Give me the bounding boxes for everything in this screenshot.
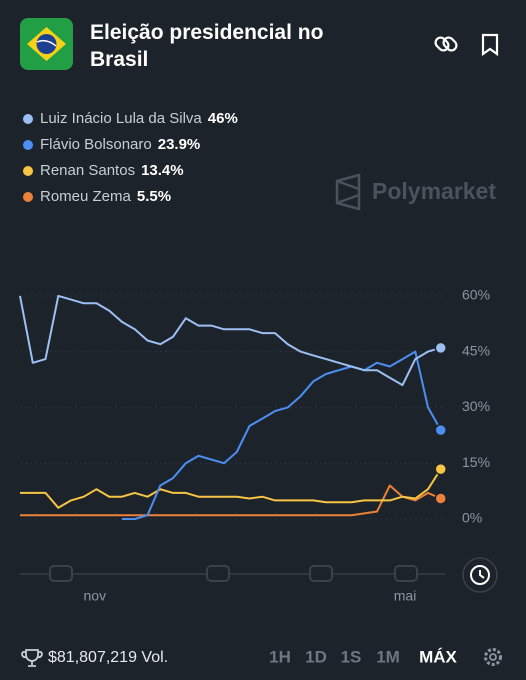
trophy-icon (21, 649, 43, 667)
clock-button[interactable] (462, 557, 498, 593)
legend-dot (23, 140, 33, 150)
watermark-logo (335, 173, 361, 211)
bookmark-icon[interactable] (481, 33, 499, 57)
timeline-handle (49, 565, 73, 582)
series-line (19, 294, 442, 387)
range-button[interactable]: 1S (341, 647, 362, 666)
legend-entry: Flávio Bolsonaro 23.9% (40, 136, 200, 153)
series-line (20, 484, 442, 517)
y-tick-label: 30% (462, 398, 490, 414)
legend-dot (23, 192, 33, 202)
watermark: Polymarket (372, 178, 496, 204)
end-dot (434, 423, 447, 437)
legend-value: 46% (208, 110, 238, 127)
legend-value: 23.9% (158, 136, 201, 153)
timeline-handle (206, 565, 230, 582)
y-tick-label: 15% (462, 454, 490, 470)
legend-dot (23, 114, 33, 124)
end-dot (434, 492, 447, 505)
y-tick-label: 60% (462, 287, 490, 303)
legend-name: Renan Santos (40, 162, 135, 179)
legend-name: Romeu Zema (40, 188, 132, 205)
legend-dot (23, 166, 33, 176)
flag (20, 18, 73, 70)
timeline-handle (394, 565, 418, 582)
legend-entry: Luiz Inácio Lula da Silva 46% (40, 110, 238, 127)
legend-entry: Romeu Zema 5.5% (40, 188, 171, 205)
range-button[interactable]: 1H (269, 647, 291, 666)
range-button[interactable]: 1M (376, 647, 400, 666)
settings-icon[interactable] (484, 648, 502, 666)
legend-entry: Renan Santos 13.4% (40, 162, 184, 179)
market-title: Eleição presidencial no Brasil (90, 21, 324, 71)
series-line (20, 468, 442, 509)
y-tick-label: 0% (462, 510, 482, 526)
x-tick-label: nov (84, 588, 107, 604)
range-button[interactable]: MÁX (419, 647, 457, 666)
link-icon[interactable] (434, 36, 459, 53)
y-tick-label: 45% (462, 342, 490, 358)
end-dot (434, 462, 447, 476)
series-line (122, 350, 442, 520)
end-dot (434, 341, 447, 355)
volume: $81,807,219 Vol. (48, 649, 168, 666)
range-button[interactable]: 1D (305, 647, 327, 666)
legend-name: Flávio Bolsonaro (40, 136, 152, 153)
legend-value: 5.5% (137, 188, 171, 205)
legend-name: Luiz Inácio Lula da Silva (40, 110, 202, 127)
timeline-handle (309, 565, 333, 582)
legend-value: 13.4% (141, 162, 184, 179)
x-tick-label: mai (394, 588, 417, 604)
